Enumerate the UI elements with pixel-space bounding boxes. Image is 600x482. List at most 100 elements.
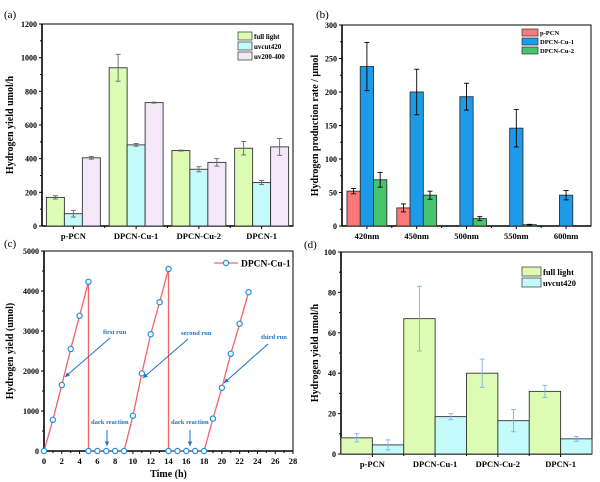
c-arrow-first-run-head (65, 372, 70, 377)
b-x-tick-label: 450nm (404, 231, 429, 241)
c-y-tick-label: 4000 (23, 287, 39, 296)
b-y-tick-label: 250 (325, 55, 337, 64)
panel-c: 0 1000 2000 3000 4000 5000 Hydrogen yield (umo… (4, 238, 297, 480)
a-x-tick-label: DPCN-Cu-1 (114, 231, 158, 241)
a-x-tick-label: DPCN-Cu-2 (177, 231, 221, 241)
a-bar-full-light (171, 150, 191, 227)
b-y-tick-label: 300 (325, 21, 337, 30)
c-data-point (129, 412, 137, 419)
c-arrow-first-run (64, 337, 111, 378)
d-y-tick-label: 0 (332, 450, 336, 459)
c-y-axis-label: Hydrogen yield (umol) (5, 303, 16, 399)
b-legend-label: DPCN-Cu-2 (540, 48, 574, 55)
a-legend-swatch (237, 31, 253, 41)
c-legend-marker (222, 259, 230, 267)
c-data-point (138, 370, 146, 377)
a-y-tick-label: 1200 (21, 20, 37, 29)
c-x-axis-label: Time (h) (150, 469, 187, 480)
c-x-tick-label: 8 (113, 456, 117, 466)
a-bar-full-light (45, 196, 65, 227)
b-y-tick-label: 200 (325, 88, 337, 97)
d-y-tick-label: 80 (328, 288, 336, 297)
a-bar-uv200-400 (144, 102, 164, 227)
a-y-tick-label: 600 (25, 121, 37, 130)
c-y-tick-label: 2000 (23, 367, 39, 376)
d-y-tick-label: 20 (328, 410, 336, 419)
b-x-tick-label: 420nm (355, 231, 380, 241)
b-y-tick-label: 0 (333, 222, 337, 231)
a-legend-label: uvcut420 (254, 43, 282, 51)
a-y-tick-label: 1000 (21, 54, 37, 63)
d-y-tick-label: 40 (328, 369, 336, 378)
d-legend-label: full light (543, 267, 574, 277)
c-data-point (85, 278, 92, 285)
b-x-tick-label: 600nm (554, 231, 579, 241)
panel-d: 0 20 40 60 80 100 Hydrogen yield umol/h (d) p-PC… (304, 239, 593, 469)
b-y-tick-label: 50 (329, 189, 337, 198)
c-data-point (147, 331, 154, 338)
c-y-tick-label: 3000 (23, 327, 39, 336)
c-data-point (165, 265, 172, 273)
c-x-tick-label: 10 (129, 456, 138, 466)
c-x-tick-label: 14 (164, 456, 173, 466)
a-legend-label: uv200-400 (254, 53, 285, 61)
panel-b: 0 50 100 150 200 250 300 Hydrogen production ra… (310, 9, 592, 241)
c-data-point (209, 415, 217, 422)
a-y-axis-label: Hydrogen yield umol/h (5, 75, 16, 174)
c-arrow-second-run-head (143, 373, 148, 378)
c-x-tick-label: 6 (95, 456, 99, 466)
b-x-tick-label: 500nm (454, 231, 479, 241)
d-panel-label: (d) (304, 239, 317, 251)
c-annotation-third-run: third run (261, 334, 287, 341)
c-legend-label: DPCN-Cu-1 (241, 260, 291, 270)
c-x-tick-label: 20 (218, 456, 227, 466)
c-x-tick-label: 0 (42, 456, 46, 466)
a-bar-uvcut420 (252, 182, 272, 227)
c-data-point (76, 312, 83, 319)
c-x-tick-label: 4 (77, 456, 82, 466)
c-data-point (236, 320, 243, 327)
c-arrow-third-run-head (224, 378, 229, 383)
c-x-tick-label: 28 (289, 456, 298, 466)
a-bar-uv200-400 (81, 157, 101, 227)
d-bar-full-light (528, 390, 562, 455)
c-y-tick-label: 5000 (23, 247, 39, 256)
c-annotation-dark-reaction-1: dark reaction (91, 419, 129, 426)
c-data-point (227, 350, 234, 357)
c-x-tick-label: 18 (200, 456, 209, 466)
b-bar-p-pcn (346, 190, 361, 227)
a-bar-uv200-400 (270, 146, 290, 227)
b-bar-dpcn-cu-2 (422, 194, 438, 227)
c-annotation-dark-reaction-2: dark reaction (171, 419, 209, 426)
d-y-tick-label: 60 (328, 329, 336, 338)
d-legend-swatch (521, 266, 542, 277)
c-data-point (67, 345, 74, 353)
b-legend-swatch (521, 28, 539, 37)
d-legend-swatch (521, 277, 542, 288)
a-bar-uvcut420 (126, 144, 146, 227)
b-legend-swatch (521, 37, 539, 46)
c-data-point (120, 447, 128, 455)
c-panel-label: (c) (4, 238, 17, 250)
c-data-point (245, 289, 252, 296)
c-data-point (111, 447, 119, 455)
b-legend-label: DPCN-Cu-1 (540, 39, 574, 46)
c-annotation-second-run: second run (181, 330, 212, 337)
a-legend-swatch (237, 41, 253, 51)
a-bar-full-light (108, 67, 128, 227)
c-data-point (40, 447, 48, 455)
c-data-point (58, 381, 65, 389)
c-arrow-third-run (223, 343, 269, 384)
c-data-point (191, 447, 199, 455)
d-y-tick-label: 100 (324, 248, 336, 257)
a-y-tick-label: 200 (25, 188, 37, 197)
c-x-tick-label: 2 (60, 456, 64, 466)
b-legend-label: p-PCN (540, 30, 559, 37)
b-y-axis-label: Hydrogen production rate / μmol (310, 55, 321, 197)
c-arrow-second-run (142, 338, 189, 379)
c-data-point (85, 447, 92, 455)
a-y-tick-label: 800 (25, 87, 37, 96)
d-x-tick-label: DPCN-Cu-2 (476, 459, 520, 469)
a-legend-swatch (237, 51, 253, 61)
